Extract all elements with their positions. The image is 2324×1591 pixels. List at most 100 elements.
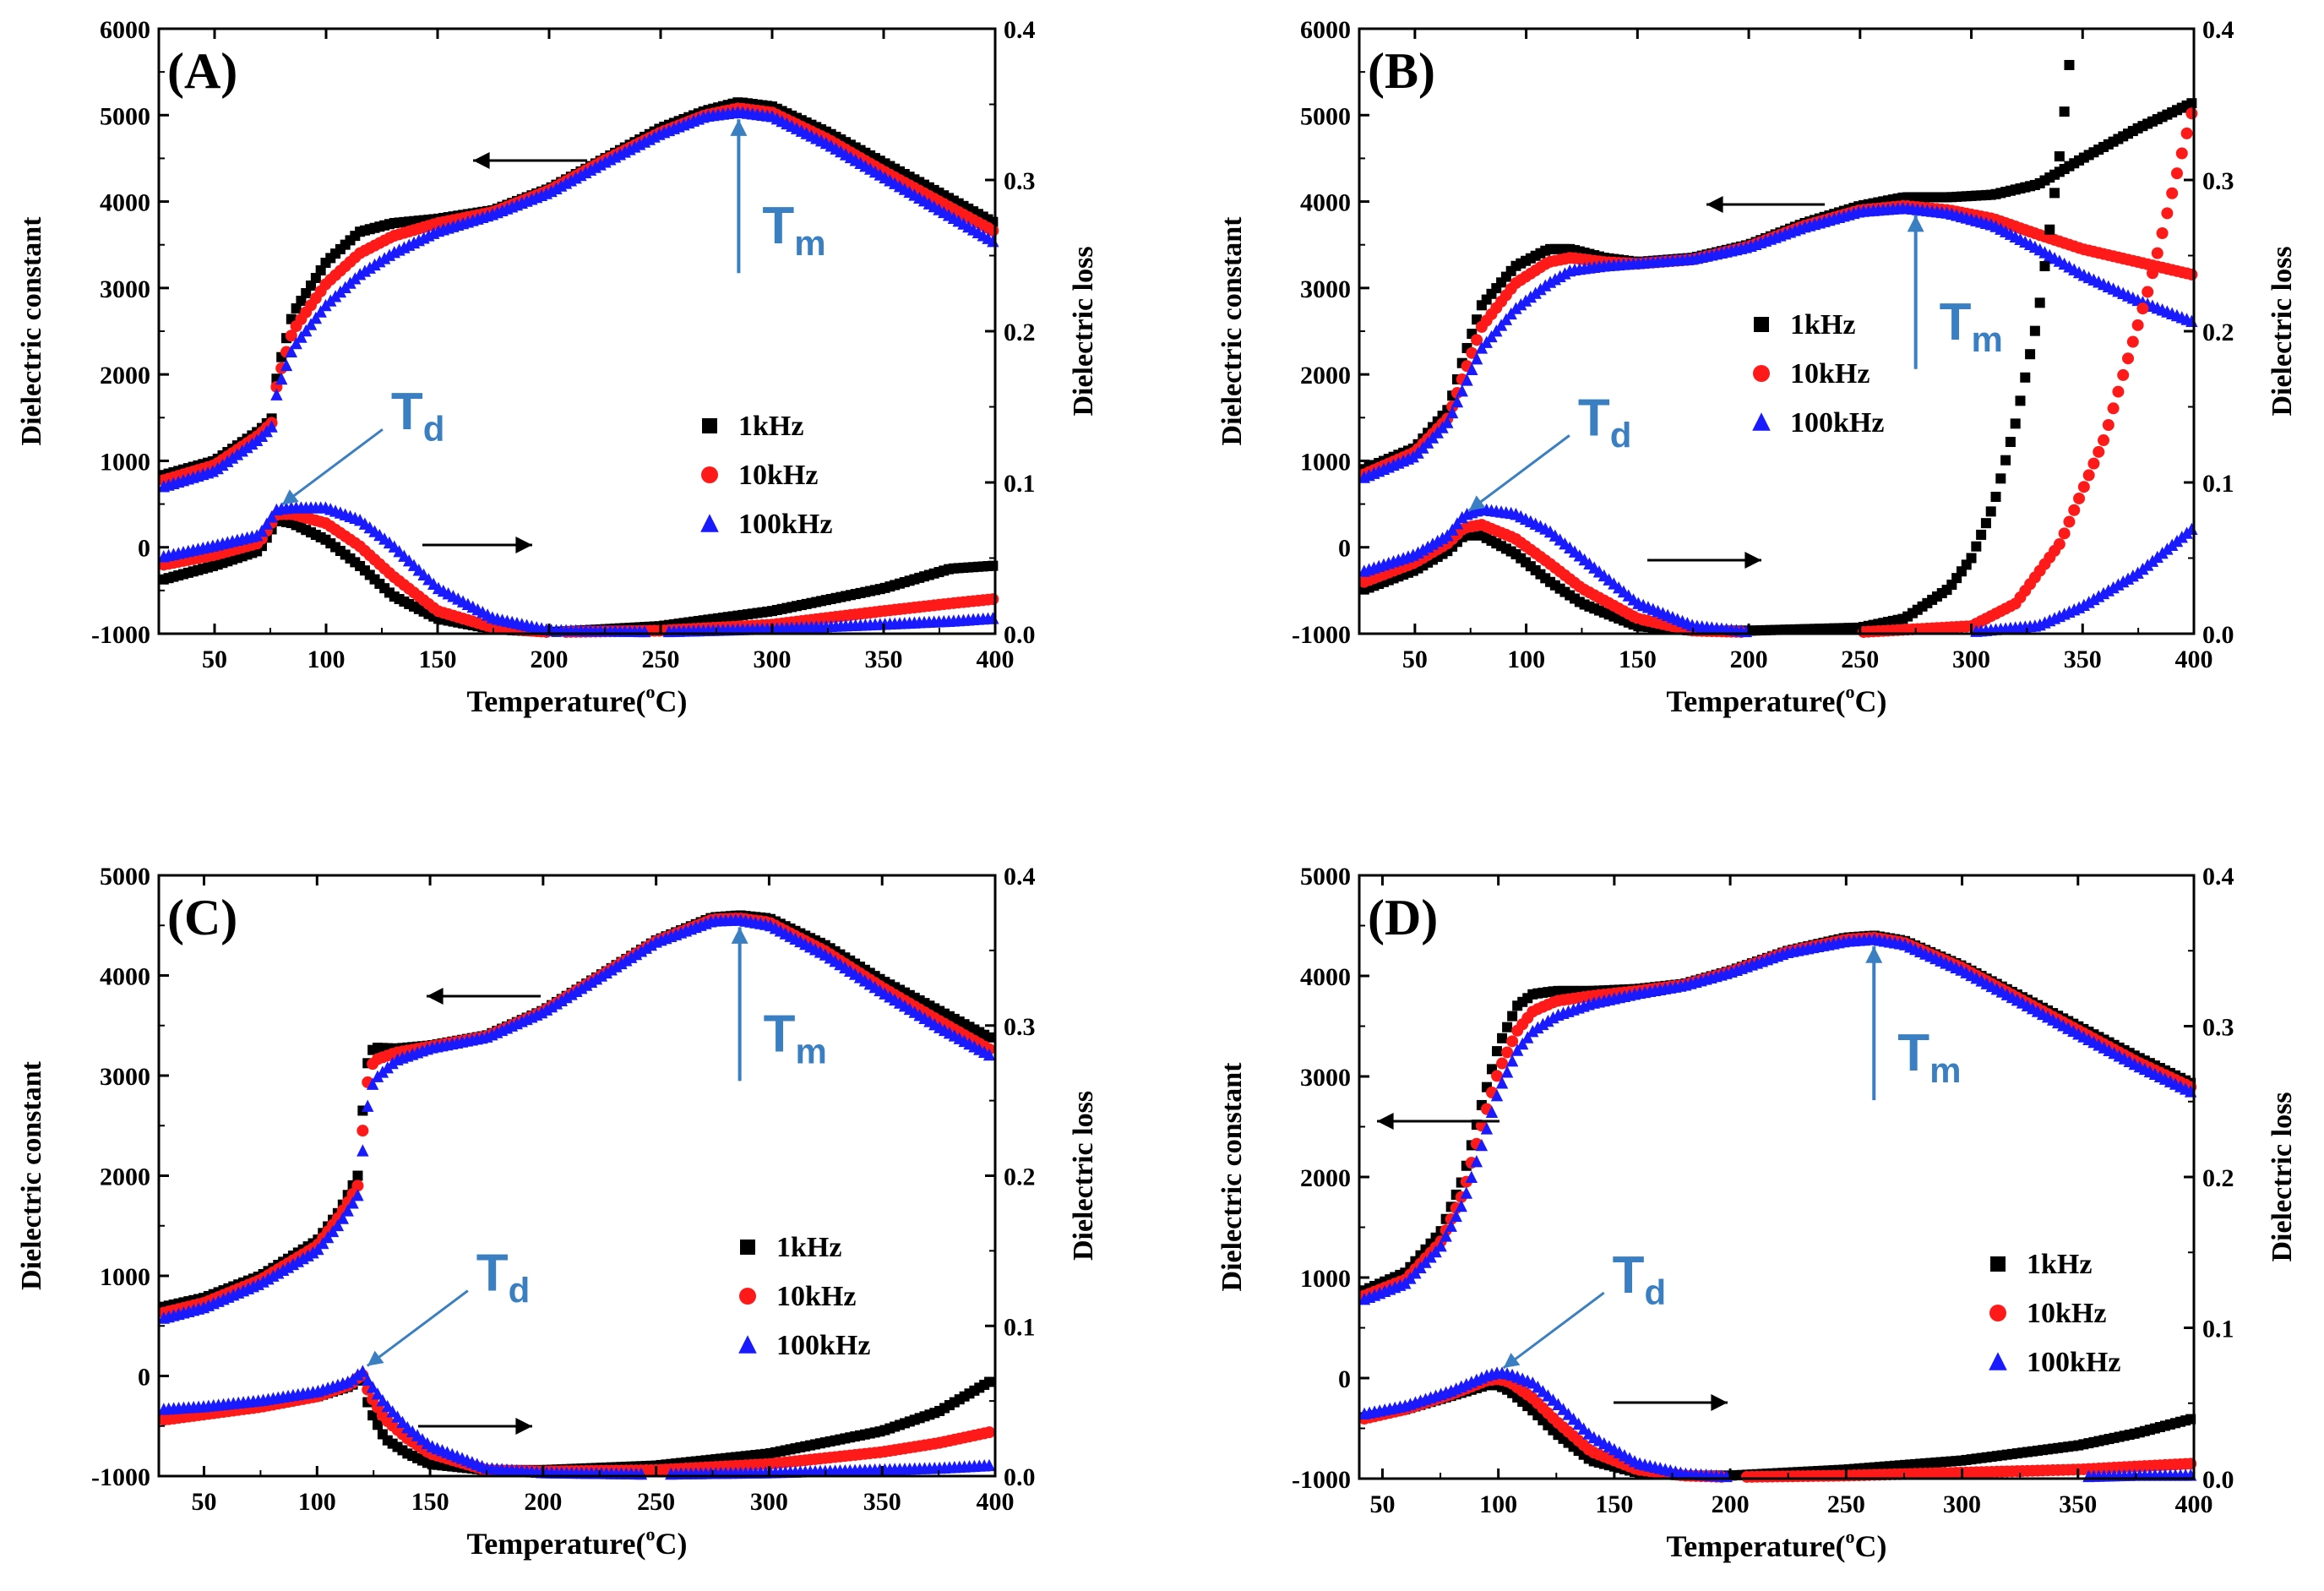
data-point-circle [2112, 385, 2125, 398]
x-tick-label: 350 [863, 1488, 901, 1516]
y2-tick-label: 0.3 [1004, 167, 1036, 195]
td-arrow [1467, 434, 1570, 512]
data-point-square [2010, 418, 2021, 429]
data-point-triangle [590, 972, 603, 985]
data-point-circle [2087, 457, 2100, 470]
data-point-square [1971, 541, 1982, 552]
data-point-circle [2136, 302, 2149, 315]
series-10kHz-left [1358, 931, 2197, 1302]
y-tick-label: 6000 [100, 16, 150, 44]
data-point-triangle [1539, 279, 1552, 292]
data-point-triangle [231, 448, 244, 460]
right-axis-arrow-head [1711, 1394, 1728, 1411]
data-point-triangle [640, 941, 653, 954]
data-point-triangle [378, 252, 391, 264]
y-tick-label: 5000 [1300, 863, 1351, 891]
data-point-square [984, 1376, 995, 1387]
y2-tick-label: 0.0 [2202, 621, 2234, 649]
data-point-triangle [1470, 351, 1483, 365]
x-axis-label-sup: o [1845, 681, 1854, 702]
data-point-square [1990, 492, 2001, 503]
x-tick-label: 300 [1952, 646, 1990, 673]
x-tick-label: 400 [2175, 1490, 2213, 1518]
x-tick-label: 150 [411, 1488, 449, 1516]
x-tick-label: 100 [298, 1488, 336, 1516]
data-point-triangle [255, 524, 269, 537]
data-series-group [1358, 59, 2198, 638]
data-point-square [1497, 1033, 1508, 1043]
data-point-square [2025, 349, 2036, 360]
x-axis-label: Temperature(oC) [467, 1523, 688, 1561]
data-point-square [1754, 317, 1769, 332]
x-tick-label: 150 [1595, 1490, 1633, 1518]
x-axis-label: Temperature(oC) [1667, 1526, 1887, 1563]
y-tick-label: -1000 [91, 621, 150, 649]
data-point-triangle [1456, 384, 1468, 397]
data-point-triangle [341, 1204, 354, 1217]
data-point-triangle [982, 1458, 996, 1472]
data-point-triangle [366, 1381, 379, 1393]
data-point-circle [1471, 334, 1483, 346]
y-tick-label: 1000 [1300, 1265, 1351, 1293]
data-point-triangle [246, 437, 259, 450]
x-tick-label: 200 [1712, 1490, 1750, 1518]
data-point-triangle [314, 305, 327, 318]
data-point-triangle [1475, 1138, 1489, 1152]
data-point-triangle [290, 336, 302, 350]
data-point-triangle [1505, 1054, 1519, 1067]
data-point-triangle [1542, 1014, 1554, 1027]
data-point-square [301, 287, 312, 298]
data-point-triangle [304, 318, 318, 330]
x-tick-label: 250 [637, 1488, 675, 1516]
data-point-triangle [309, 311, 323, 324]
tm-label: Tm [764, 1005, 827, 1071]
data-point-triangle [1527, 1024, 1539, 1038]
plot-frame [157, 27, 997, 635]
y-tick-label: 3000 [1300, 275, 1351, 303]
data-point-triangle [540, 1003, 553, 1016]
td-arrow-head [1503, 1353, 1521, 1369]
tm-label-sub: m [794, 223, 825, 263]
data-point-square [1507, 1011, 1518, 1022]
data-point-circle [1506, 1035, 1519, 1048]
x-tick-label: 100 [308, 646, 346, 673]
y-tick-label: 5000 [100, 102, 150, 130]
data-point-triangle [351, 1189, 364, 1201]
td-label: Td [1613, 1246, 1667, 1312]
left-axis-arrow-head [427, 988, 444, 1005]
x-axis-label-main: Temperature( [467, 684, 646, 718]
data-series-group [157, 97, 999, 638]
td-label-main: T [391, 383, 423, 441]
y-tick-label: 2000 [100, 1163, 150, 1191]
data-point-triangle [1989, 1352, 2007, 1370]
data-point-square [1995, 473, 2006, 484]
data-point-square [2029, 325, 2040, 336]
y-tick-label: -1000 [91, 1463, 150, 1491]
legend: 1kHz 10kHz 100kHz [738, 1232, 870, 1361]
data-point-triangle [351, 1368, 364, 1381]
data-point-square [291, 302, 302, 313]
td-label-sub: d [509, 1271, 531, 1310]
data-point-triangle [1450, 395, 1464, 408]
y-tick-label: -1000 [1292, 621, 1351, 649]
data-point-circle [701, 466, 718, 483]
data-point-triangle [1450, 1209, 1462, 1223]
series-10kHz-right [157, 1369, 996, 1478]
data-point-square [1492, 1046, 1503, 1057]
data-point-circle [2082, 469, 2095, 482]
tm-label-sub: m [1929, 1050, 1961, 1090]
legend-label: 10kHz [776, 1281, 856, 1312]
data-point-triangle [1440, 1229, 1452, 1242]
left-axis-arrow-head [1377, 1113, 1394, 1130]
data-point-square [367, 1410, 378, 1421]
data-point-triangle [1470, 1154, 1483, 1168]
x-tick-label: 300 [1943, 1490, 1981, 1518]
data-point-square [1966, 553, 1977, 564]
data-series-group [157, 910, 996, 1480]
data-point-circle [2180, 127, 2193, 139]
legend-label: 1kHz [1790, 309, 1855, 341]
tm-label-main: T [762, 197, 794, 255]
data-point-square [2059, 106, 2070, 117]
data-point-triangle [241, 440, 253, 454]
data-point-triangle [610, 960, 623, 973]
